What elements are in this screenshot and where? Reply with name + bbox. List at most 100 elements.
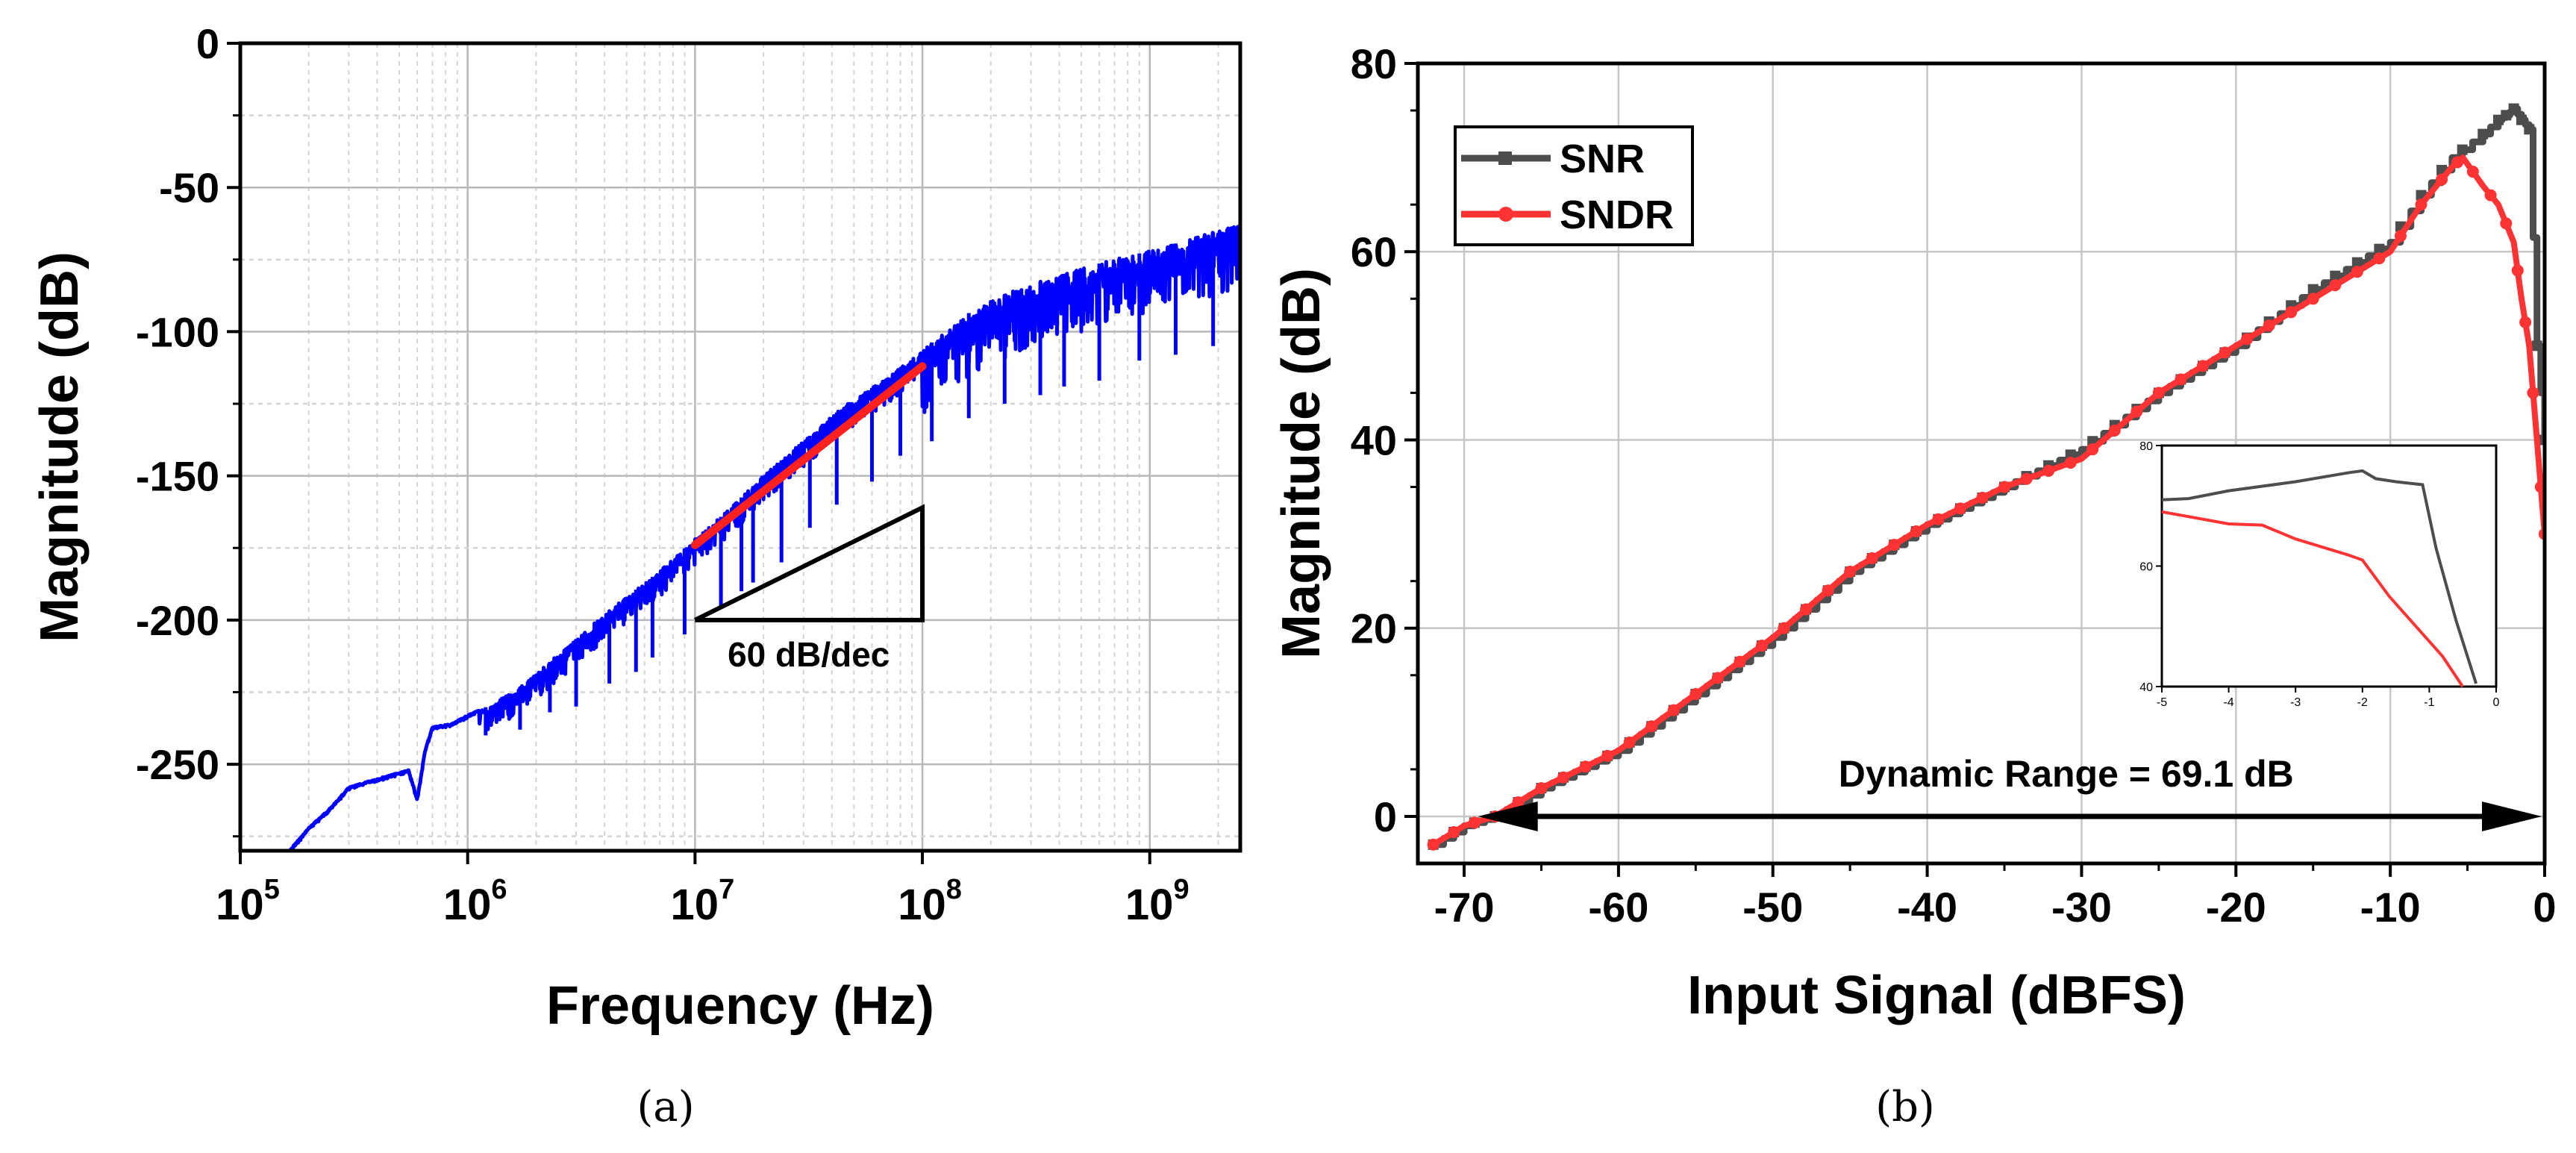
panel-a-plot-frame (238, 41, 1242, 853)
y-tick-label: 20 (1351, 605, 1397, 652)
panel-b-annotation: Dynamic Range = 69.1 dB (1478, 753, 2542, 831)
panel-b-x-axis-title: Input Signal (dBFS) (1687, 966, 2186, 1025)
snr-marker (2374, 243, 2385, 254)
y-tick-label: 60 (1351, 228, 1397, 275)
sndr-marker (2500, 217, 2513, 230)
snr-marker (2508, 103, 2519, 114)
inset-snr-line (2161, 469, 2478, 684)
legend-box (1454, 125, 1694, 246)
inset-x-tick-label: -5 (2157, 696, 2167, 709)
sndr-marker (2511, 264, 2524, 277)
sndr-marker (1623, 736, 1636, 749)
sndr-marker (1535, 782, 1548, 795)
panel-b-series (1427, 103, 2545, 851)
arrow-head-left (1478, 801, 1538, 831)
sndr-marker (1427, 838, 1439, 851)
y-tick-label: 40 (1351, 416, 1397, 463)
sndr-marker (1557, 771, 1570, 784)
sndr-marker (1711, 672, 1724, 684)
dynamic-range-label: Dynamic Range = 69.1 dB (1839, 753, 2294, 795)
sndr-marker (2373, 252, 2386, 265)
inset-x-tick-label: -1 (2424, 696, 2434, 709)
snr-marker (2477, 128, 2489, 140)
panel-a-series (287, 224, 1240, 851)
snr-marker (2307, 284, 2319, 295)
legend: SNR SNDR (1454, 125, 1694, 246)
sndr-marker (1734, 655, 1746, 668)
sndr-marker (2086, 443, 2099, 456)
sndr-marker (1954, 502, 1966, 515)
x-tick-label: 108 (898, 874, 962, 929)
sndr-marker (2241, 333, 2254, 346)
panel-b-caption: (b) (1875, 1083, 1935, 1131)
snr-marker (2065, 449, 2076, 460)
sndr-marker (2064, 457, 2077, 469)
sndr-marker (2020, 472, 2033, 485)
sndr-marker (2519, 316, 2532, 328)
slope-triangle (694, 504, 925, 622)
panel-a-annotation: 60 dB/dec (694, 504, 925, 674)
sndr-marker (1800, 603, 1813, 616)
inset-x-tick-label: 0 (2493, 696, 2500, 709)
sndr-marker (1601, 749, 1614, 762)
x-tick-label: -60 (1588, 884, 1648, 931)
snr-marker (2516, 114, 2527, 125)
legend-marker (1498, 151, 1512, 165)
panel-b-y-axis-title: Magnitude (dB) (1272, 268, 1331, 659)
inset-x-tick-label: -3 (2290, 696, 2301, 709)
y-tick-label: -100 (136, 308, 219, 355)
sndr-marker (1755, 640, 1768, 652)
legend-marker (1498, 207, 1513, 222)
y-tick-label: -50 (159, 164, 219, 211)
sndr-marker (1579, 760, 1592, 773)
x-tick-label: -10 (2360, 884, 2421, 931)
panel-b-plot-frame (1416, 61, 2547, 866)
sndr-marker (1910, 525, 1922, 537)
snr-marker (2351, 257, 2363, 268)
sndr-marker (2527, 387, 2539, 399)
sndr-marker (2196, 360, 2209, 372)
sndr-marker (1932, 513, 1945, 525)
sndr-marker (2415, 199, 2427, 211)
y-tick-label: 80 (1351, 40, 1397, 87)
inset-plot: -5 -4 -3 -2 -1 0 40 60 80 (2139, 440, 2499, 709)
snr-marker (2531, 340, 2542, 351)
sndr-marker (1976, 491, 1989, 504)
panel-a: 60 dB/dec 0 -50 -100 -150 -200 -250 105 106 107 1… (30, 20, 1242, 1131)
sndr-marker (1667, 704, 1680, 716)
x-tick-label: 0 (2533, 884, 2556, 931)
y-tick-label: 0 (1374, 793, 1397, 840)
sndr-marker (1645, 720, 1658, 733)
x-tick-label: 109 (1125, 874, 1189, 929)
snr-marker (2524, 124, 2535, 135)
slope-fit-line (690, 362, 927, 549)
sndr-marker (1888, 539, 1901, 551)
sndr-marker (2219, 346, 2231, 359)
sndr-marker (1844, 566, 1857, 578)
sndr-marker (2484, 189, 2497, 201)
sndr-marker (1866, 552, 1878, 565)
y-tick-label: -200 (136, 597, 219, 644)
inset-frame (2160, 444, 2498, 688)
x-tick-label: -50 (1742, 884, 1803, 931)
panel-a-x-axis-title: Frequency (Hz) (546, 976, 934, 1036)
inset-sndr-line (2161, 510, 2464, 688)
sndr-marker (2175, 373, 2187, 386)
sndr-marker (2307, 293, 2319, 305)
sndr-marker (2108, 424, 2121, 437)
slope-label: 60 dB/dec (728, 635, 890, 674)
inset-x-tick-label: -2 (2357, 696, 2368, 709)
x-tick-label: 105 (216, 874, 280, 929)
x-tick-label: -70 (1434, 884, 1495, 931)
sndr-marker (1512, 796, 1525, 809)
snr-marker (2457, 144, 2468, 155)
x-tick-label: 107 (671, 874, 735, 929)
x-tick-label: -40 (1897, 884, 1957, 931)
sndr-marker (2451, 156, 2464, 169)
panel-a-grid (239, 42, 1240, 851)
arrow-head-right (2482, 801, 2542, 831)
sndr-marker (2394, 230, 2407, 243)
y-tick-label: -150 (136, 453, 219, 500)
